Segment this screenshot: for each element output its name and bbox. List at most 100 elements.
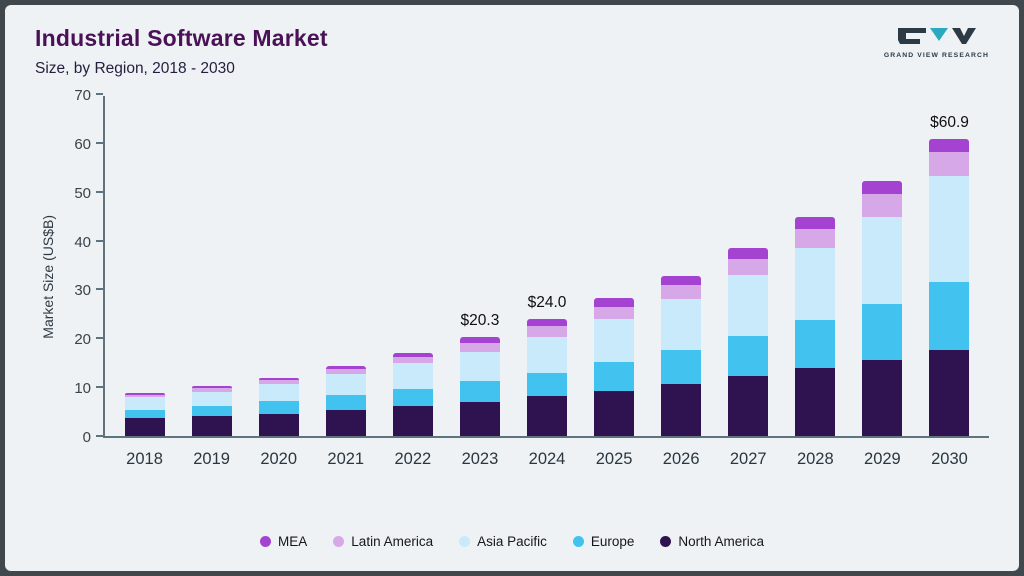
y-tick-mark bbox=[96, 93, 103, 95]
legend-label: Latin America bbox=[351, 534, 434, 549]
segment-mea-2022 bbox=[392, 352, 433, 357]
gvr-logo: GRAND VIEW RESEARCH bbox=[884, 27, 989, 59]
segment-mea-2028 bbox=[795, 217, 836, 229]
page-title: Industrial Software Market bbox=[35, 25, 328, 51]
segment-mea-2030 bbox=[929, 138, 970, 153]
legend: MEA Latin America Asia Pacific Europe North … bbox=[35, 518, 989, 561]
segment-mea-2023 bbox=[459, 336, 500, 343]
y-tick-label-30: 30 bbox=[74, 282, 91, 300]
segment-latin-america-2019 bbox=[191, 388, 232, 392]
bar-stack-2024 bbox=[527, 318, 567, 436]
segment-asia-pacific-2030 bbox=[929, 176, 970, 283]
plot-area: $20.3 $24.0 $60.9 bbox=[96, 93, 989, 438]
subtitle: Size, by Region, 2018 - 2030 bbox=[35, 60, 235, 77]
segment-latin-america-2018 bbox=[124, 394, 165, 398]
segment-asia-pacific-2021 bbox=[325, 374, 366, 396]
segment-europe-2019 bbox=[191, 405, 232, 416]
legend-label: Asia Pacific bbox=[477, 534, 547, 549]
bar-2029 bbox=[849, 96, 916, 436]
segment-europe-2029 bbox=[862, 303, 903, 360]
legend-dot-north-america bbox=[660, 536, 672, 547]
segment-europe-2021 bbox=[325, 395, 366, 411]
legend-label: Europe bbox=[590, 534, 635, 549]
bar-2027 bbox=[715, 96, 782, 436]
y-tick-label-20: 20 bbox=[74, 331, 91, 349]
segment-latin-america-2023 bbox=[459, 342, 500, 352]
segment-north-america-2023 bbox=[459, 401, 500, 436]
x-tick-label-2022: 2022 bbox=[394, 450, 432, 468]
y-tick-mark bbox=[96, 239, 103, 242]
bar-stack-2021 bbox=[325, 366, 366, 436]
y-axis: 0 10 20 30 40 50 60 70 bbox=[61, 87, 103, 446]
legend-item-europe: Europe bbox=[572, 534, 635, 549]
bar-stack-2025 bbox=[594, 298, 635, 436]
y-tick-mark bbox=[96, 337, 103, 340]
bar-2021 bbox=[312, 96, 379, 436]
segment-asia-pacific-2020 bbox=[258, 384, 299, 402]
bar-stack-2028 bbox=[795, 217, 836, 436]
gvr-logo-icon bbox=[898, 28, 977, 44]
segment-mea-2027 bbox=[728, 247, 769, 259]
x-tick-label-2026: 2026 bbox=[662, 450, 700, 468]
bar-2030: $60.9 bbox=[916, 96, 983, 436]
segment-latin-america-2026 bbox=[661, 285, 702, 300]
segment-asia-pacific-2027 bbox=[728, 275, 769, 336]
segment-latin-america-2022 bbox=[392, 356, 433, 364]
y-axis-title: Market Size (US$B) bbox=[40, 215, 56, 339]
y-tick-label-60: 60 bbox=[74, 135, 91, 153]
segment-latin-america-2024 bbox=[527, 326, 567, 337]
y-tick-label-40: 40 bbox=[74, 233, 91, 251]
x-tick-label-2020: 2020 bbox=[260, 450, 298, 468]
x-tick-label-2028: 2028 bbox=[796, 450, 834, 468]
y-tick-label-0: 0 bbox=[82, 429, 91, 446]
y-tick-label-10: 10 bbox=[74, 380, 91, 398]
segment-latin-america-2020 bbox=[258, 380, 299, 385]
segment-north-america-2018 bbox=[124, 418, 165, 436]
segment-mea-2019 bbox=[191, 386, 232, 389]
segment-europe-2028 bbox=[795, 320, 836, 369]
bar-2025 bbox=[581, 96, 648, 436]
segment-north-america-2024 bbox=[527, 396, 567, 436]
segment-europe-2018 bbox=[124, 409, 165, 419]
segment-europe-2020 bbox=[258, 401, 299, 414]
segment-latin-america-2030 bbox=[929, 152, 970, 177]
segment-mea-2026 bbox=[661, 276, 702, 286]
segment-europe-2024 bbox=[527, 372, 567, 397]
segment-asia-pacific-2026 bbox=[661, 299, 702, 350]
x-tick-label-2027: 2027 bbox=[729, 450, 767, 468]
bar-stack-2020 bbox=[258, 377, 299, 436]
gvr-logo-text: GRAND VIEW RESEARCH bbox=[883, 52, 989, 59]
segment-north-america-2027 bbox=[728, 376, 769, 436]
bar-stack-2029 bbox=[862, 180, 903, 436]
segment-asia-pacific-2029 bbox=[862, 216, 903, 304]
x-axis: 2018 2019 2020 2021 2022 2023 2024 2025 2026 2027… bbox=[105, 438, 989, 469]
bar-stack-2030 bbox=[929, 138, 970, 436]
legend-item-asia-pacific: Asia Pacific bbox=[459, 534, 547, 549]
bar-stack-2018 bbox=[124, 393, 165, 436]
legend-item-north-america: North America bbox=[660, 534, 764, 549]
x-tick-label-2019: 2019 bbox=[193, 450, 230, 468]
segment-asia-pacific-2022 bbox=[392, 363, 433, 389]
x-tick-label-2018: 2018 bbox=[126, 450, 163, 468]
segment-asia-pacific-2023 bbox=[459, 351, 500, 382]
x-tick-label-2023: 2023 bbox=[461, 450, 499, 468]
legend-label: MEA bbox=[278, 534, 308, 549]
bars: $20.3 $24.0 $60.9 bbox=[111, 96, 983, 436]
legend-dot-mea bbox=[260, 536, 272, 547]
segment-north-america-2029 bbox=[862, 359, 903, 436]
y-tick-mark bbox=[96, 386, 103, 389]
segment-asia-pacific-2024 bbox=[527, 336, 567, 373]
bar-2022 bbox=[379, 96, 446, 436]
bar-stack-2019 bbox=[191, 386, 232, 436]
segment-latin-america-2029 bbox=[862, 194, 903, 217]
segment-mea-2029 bbox=[862, 180, 903, 195]
value-label-2024: $24.0 bbox=[527, 293, 567, 311]
segment-europe-2023 bbox=[459, 381, 500, 402]
segment-north-america-2021 bbox=[325, 410, 366, 436]
segment-mea-2024 bbox=[527, 318, 567, 327]
x-tick-label-2030: 2030 bbox=[931, 450, 968, 468]
header: Industrial Software Market Size, by Regi… bbox=[35, 25, 989, 78]
bar-stack-2023 bbox=[459, 336, 500, 436]
segment-latin-america-2027 bbox=[728, 258, 769, 276]
y-tick-label-50: 50 bbox=[74, 184, 91, 202]
